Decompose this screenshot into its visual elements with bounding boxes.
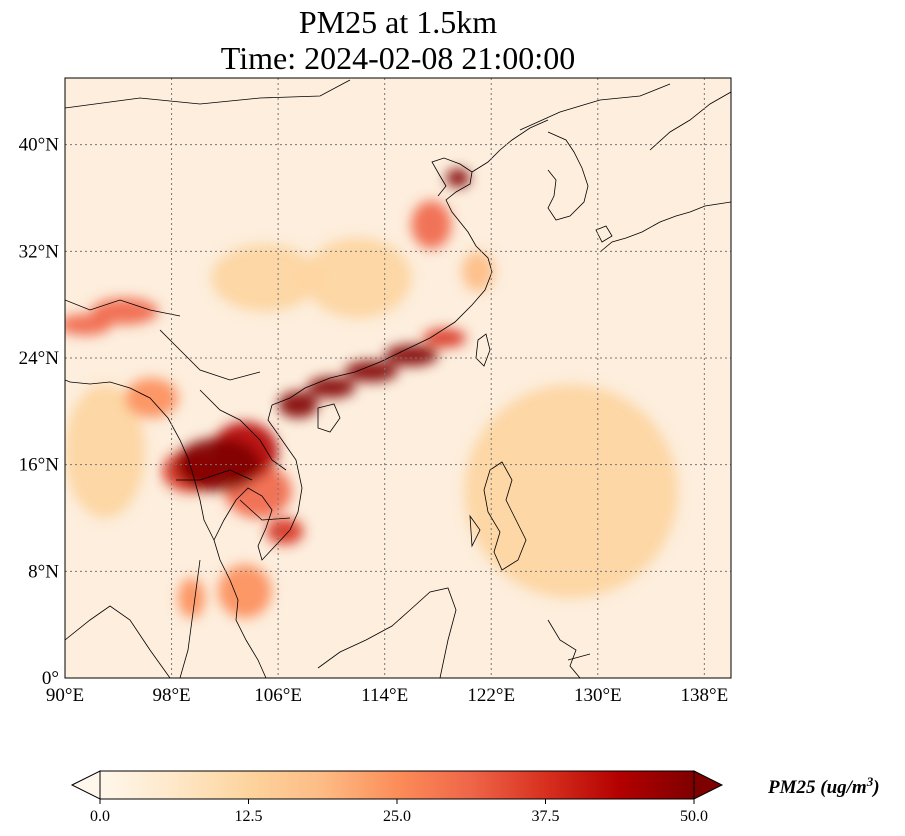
longitude-tick-label: 138°E [681, 685, 729, 706]
latitude-ticks: 0° 8°N 16°N 24°N 32°N 40°N [19, 135, 60, 689]
pm25-hotspot [461, 251, 494, 292]
map-panel [64, 77, 732, 679]
colorbar: 0.0 12.5 25.0 37.5 50.0 PM25 (ug/m3) [70, 770, 880, 825]
colorbar-ticks: 0.0 12.5 25.0 37.5 50.0 [90, 799, 708, 825]
pm25-hotspot [178, 578, 205, 618]
longitude-ticks: 90°E 98°E 106°E 114°E 122°E 130°E 138°E [46, 685, 728, 706]
longitude-tick-label: 106°E [254, 685, 302, 706]
colorbar-tick-label: 0.0 [90, 808, 110, 825]
pm25-hotspot [445, 168, 470, 188]
colorbar-tick-label: 37.5 [532, 808, 560, 825]
map-gridlines [65, 78, 731, 678]
pm25-hotspot [304, 238, 412, 318]
latitude-tick-label: 16°N [19, 455, 60, 476]
colorbar-tick-label: 25.0 [383, 808, 411, 825]
pm25-hotspot [464, 384, 678, 598]
pm25-hotspot [266, 518, 304, 545]
coastlines [65, 79, 731, 678]
longitude-tick-label: 130°E [574, 685, 622, 706]
latitude-tick-label: 40°N [19, 135, 60, 156]
map-background [65, 78, 731, 678]
pm25-hotspot [411, 200, 452, 249]
longitude-tick-label: 114°E [361, 685, 408, 706]
latitude-tick-label: 8°N [28, 561, 59, 582]
latitude-tick-label: 24°N [19, 348, 60, 369]
longitude-tick-label: 122°E [467, 685, 515, 706]
pm25-hotspot [175, 438, 261, 492]
colorbar-tick-label: 12.5 [235, 808, 263, 825]
latitude-tick-label: 32°N [19, 241, 60, 262]
pm25-hotspot [65, 384, 145, 518]
pm25-hotspot [307, 376, 356, 399]
pm25-hotspot [384, 344, 438, 367]
pm25-hotspot [124, 378, 179, 418]
map-title-variable: PM25 at 1.5km [298, 4, 498, 40]
colorbar-label: PM25 (ug/m3) [767, 774, 880, 798]
pm25-hotspot [211, 244, 319, 312]
colorbar-gradient [99, 770, 695, 800]
pm25-hotspot [278, 391, 319, 418]
map-title-time: Time: 2024-02-08 21:00:00 [220, 40, 576, 76]
pm25-hotspot [91, 298, 159, 325]
latitude-tick-label: 0° [42, 668, 59, 689]
pm25-hotspot [344, 360, 398, 383]
longitude-tick-label: 98°E [152, 685, 190, 706]
colorbar-min-extend [70, 770, 101, 800]
map-frame [64, 77, 732, 679]
pm25-hotspot [423, 328, 466, 348]
colorbar-max-extend [693, 770, 724, 800]
colorbar-tick-label: 50.0 [680, 808, 708, 825]
pm25-hotspot [218, 564, 272, 618]
longitude-tick-label: 90°E [46, 685, 84, 706]
